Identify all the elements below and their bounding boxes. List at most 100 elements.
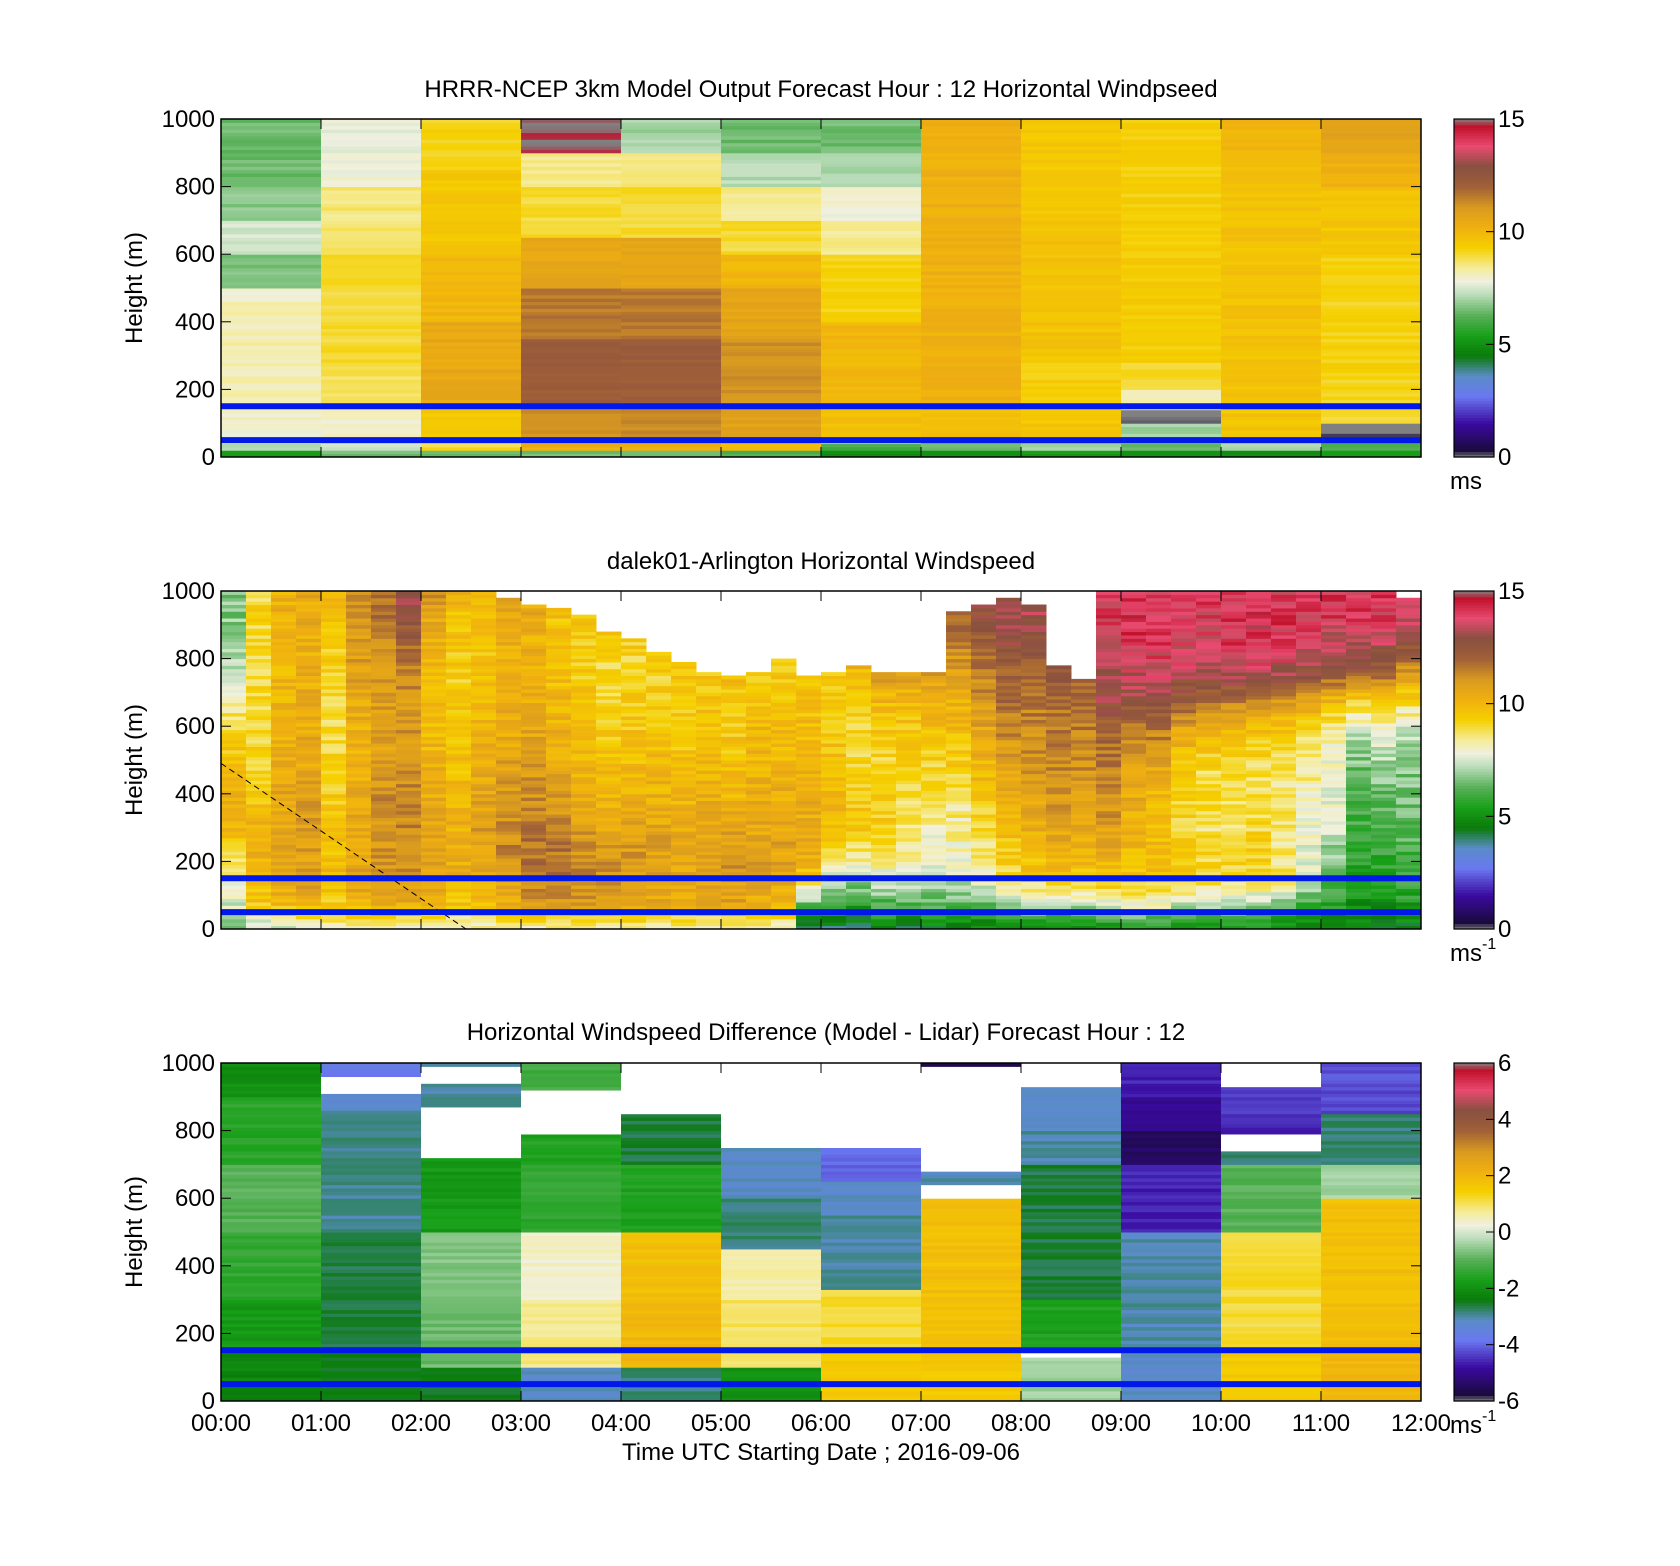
heat-cell: [671, 672, 697, 676]
heat-cell: [1171, 888, 1197, 892]
heat-cell: [696, 885, 722, 889]
heat-cell: [946, 760, 972, 764]
heat-cell: [446, 676, 472, 680]
heat-cell: [871, 865, 897, 869]
heat-cell: [1021, 709, 1047, 713]
heat-cell: [521, 393, 622, 397]
heat-cell: [296, 746, 322, 750]
heat-cell: [921, 264, 1022, 268]
heat-cell: [346, 669, 372, 673]
heat-cell: [521, 433, 622, 437]
heat-cell: [571, 719, 597, 723]
heat-cell: [621, 767, 647, 771]
heat-cell: [246, 648, 272, 652]
heat-cell: [371, 746, 397, 750]
heat-cell: [621, 264, 722, 268]
heat-cell: [221, 362, 322, 366]
heat-cell: [1221, 268, 1322, 272]
heat-cell: [1046, 709, 1072, 713]
heat-cell: [321, 187, 422, 191]
heat-cell: [846, 828, 872, 832]
heat-cell: [1196, 915, 1222, 919]
heat-cell: [996, 750, 1022, 754]
heat-cell: [1046, 763, 1072, 767]
heat-cell: [746, 915, 772, 919]
heat-cell: [921, 882, 947, 886]
heat-cell: [321, 628, 347, 632]
heat-cell: [821, 163, 922, 167]
heat-cell: [1121, 709, 1147, 713]
heat-cell: [1071, 709, 1097, 713]
heat-cell: [221, 433, 322, 437]
heat-cell: [421, 241, 522, 245]
heat-cell: [371, 740, 397, 744]
heat-cell: [1121, 204, 1222, 208]
heat-cell: [421, 790, 447, 794]
heat-cell: [821, 821, 847, 825]
heat-cell: [246, 672, 272, 676]
heat-cell: [546, 652, 572, 656]
heat-cell: [496, 611, 522, 615]
heat-cell: [221, 760, 247, 764]
heat-cell: [796, 807, 822, 811]
heat-cell: [621, 774, 647, 778]
heat-cell: [1096, 726, 1122, 730]
heat-cell: [321, 170, 422, 174]
heat-cell: [496, 915, 522, 919]
heat-cell: [246, 828, 272, 832]
heat-cell: [821, 322, 922, 326]
heat-cell: [871, 767, 897, 771]
heat-cell: [1046, 787, 1072, 791]
heat-cell: [521, 302, 622, 306]
heat-cell: [671, 696, 697, 700]
heat-cell: [371, 618, 397, 622]
heat-cell: [271, 797, 297, 801]
heat-cell: [1021, 149, 1122, 153]
heat-cell: [396, 750, 422, 754]
heat-cell: [621, 433, 722, 437]
heat-cell: [1071, 760, 1097, 764]
heat-cell: [1121, 804, 1147, 808]
heat-cell: [921, 376, 1022, 380]
heat-cell: [421, 163, 522, 167]
heat-cell: [596, 686, 622, 690]
heat-cell: [1021, 699, 1047, 703]
heat-cell: [1121, 295, 1222, 299]
heat-cell: [271, 628, 297, 632]
heat-cell: [221, 318, 322, 322]
heat-cell: [1196, 892, 1222, 896]
heat-cell: [721, 217, 822, 221]
heat-cell: [1121, 383, 1222, 387]
heat-cell: [1121, 251, 1222, 255]
heat-cell: [871, 689, 897, 693]
heat-cell: [1021, 278, 1122, 282]
heat-cell: [221, 393, 322, 397]
heat-cell: [1071, 787, 1097, 791]
heat-cell: [696, 750, 722, 754]
heat-cell: [371, 899, 397, 903]
heat-cell: [471, 861, 497, 865]
heat-cell: [296, 642, 322, 646]
heat-cell: [221, 312, 322, 316]
heat-cell: [396, 746, 422, 750]
heat-cell: [771, 899, 797, 903]
heat-cell: [946, 659, 972, 663]
heat-cell: [371, 902, 397, 906]
heat-cell: [221, 210, 322, 214]
heat-cell: [1321, 443, 1422, 447]
heat-cell: [1021, 180, 1122, 184]
heat-cell: [446, 750, 472, 754]
heat-cell: [346, 899, 372, 903]
heat-cell: [421, 220, 522, 224]
heat-cell: [896, 713, 922, 717]
heat-cell: [396, 919, 422, 923]
heat-cell: [596, 784, 622, 788]
heat-cell: [371, 625, 397, 629]
heat-cell: [421, 214, 522, 218]
heat-cell: [1146, 797, 1172, 801]
heat-cell: [221, 133, 322, 137]
heat-cell: [996, 780, 1022, 784]
heat-cell: [521, 349, 622, 353]
heat-cell: [796, 719, 822, 723]
heat-cell: [571, 669, 597, 673]
